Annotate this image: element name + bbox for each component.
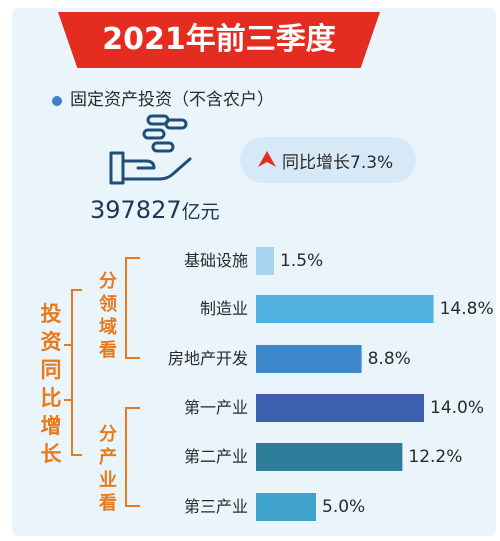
category-label-6: 第三产业 <box>183 497 248 516</box>
category-label-1: 基础设施 <box>183 251 248 270</box>
total-investment: 397827亿元 <box>90 196 220 224</box>
background-panel <box>12 8 496 536</box>
bar-5 <box>256 443 403 471</box>
category-label-5: 第二产业 <box>183 447 248 466</box>
value-label-1: 1.5% <box>280 251 324 271</box>
bar-2 <box>256 295 434 323</box>
growth-badge: 同比增长7.3% <box>240 137 416 183</box>
value-label-2: 14.8% <box>439 299 494 319</box>
growth-text: 同比增长7.3% <box>282 153 394 173</box>
value-label-4: 14.0% <box>430 398 485 418</box>
bar-6 <box>256 493 316 521</box>
industry-brace <box>125 407 140 507</box>
page-title: 2021年前三季度 <box>58 12 380 68</box>
total-unit: 亿元 <box>181 201 220 223</box>
hand-coins-icon <box>109 114 192 185</box>
bar-1 <box>256 247 274 275</box>
side-label: 投资同比增长 <box>40 302 62 466</box>
bar-4 <box>256 394 424 422</box>
value-label-6: 5.0% <box>322 497 366 517</box>
value-label-3: 8.8% <box>367 349 411 369</box>
sector-brace <box>125 257 140 359</box>
value-label-5: 12.2% <box>408 447 463 467</box>
summary-subtitle: 固定资产投资（不含农户） <box>70 90 274 110</box>
total-value: 397827 <box>90 196 182 224</box>
bar-3 <box>256 345 362 373</box>
category-label-4: 第一产业 <box>183 398 248 417</box>
up-arrow-icon <box>258 151 276 167</box>
group-label-sector: 分领域看 <box>99 271 117 361</box>
outer-brace <box>71 289 82 456</box>
bullet-dot-icon <box>52 96 62 106</box>
category-label-3: 房地产开发 <box>167 349 248 368</box>
category-label-2: 制造业 <box>199 299 248 318</box>
group-label-industry: 分产业看 <box>99 424 117 514</box>
